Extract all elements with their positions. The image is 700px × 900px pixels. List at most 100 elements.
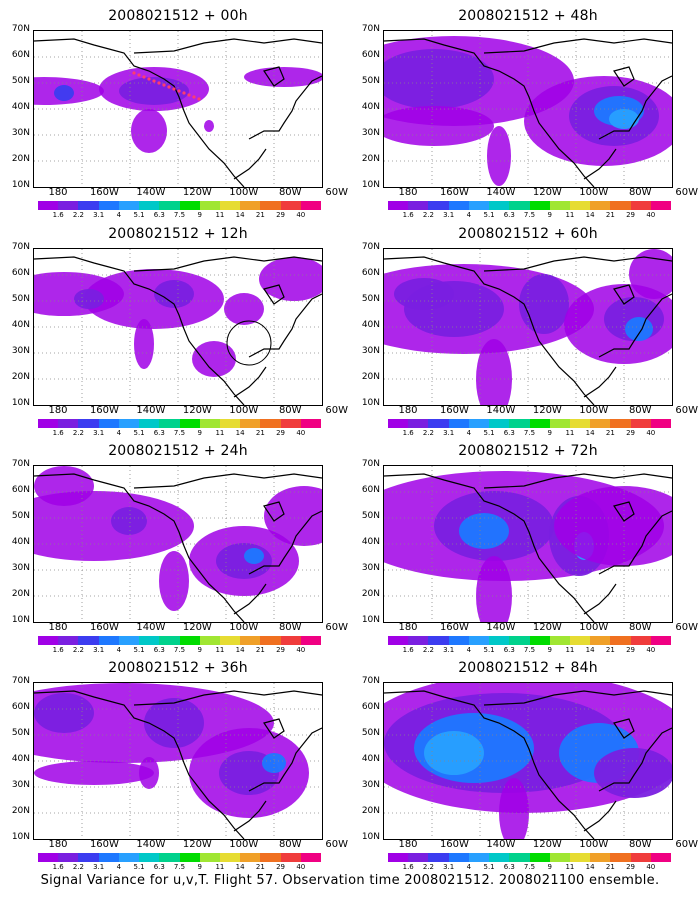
colorbar: [38, 636, 322, 645]
variance-contour: [224, 293, 264, 325]
longitude-label: 120W: [182, 839, 212, 850]
latitude-label: 20N: [361, 372, 380, 382]
colorbar-swatch: [489, 201, 510, 210]
colorbar-label: 11: [215, 211, 225, 219]
colorbar-label: 11: [565, 863, 575, 871]
colorbar-label: 4: [116, 211, 122, 219]
latitude-label: 50N: [361, 511, 380, 521]
longitude-label: 160W: [439, 839, 469, 850]
colorbar-label: 7.5: [173, 429, 186, 437]
longitude-label: 100W: [579, 187, 609, 198]
latitude-label: 40N: [11, 320, 30, 330]
colorbar-swatch: [280, 201, 301, 210]
latitude-label: 70N: [11, 24, 30, 34]
colorbar-label: 21: [255, 211, 265, 219]
colorbar-swatch: [219, 419, 241, 428]
latitude-label: 60N: [11, 702, 30, 712]
variance-contour: [424, 731, 484, 775]
colorbar-label: 3.1: [443, 429, 455, 437]
colorbar-swatch: [408, 419, 429, 428]
colorbar-label: 14: [585, 863, 595, 871]
longitude-label: 100W: [229, 187, 259, 198]
colorbar-swatch: [139, 853, 160, 862]
latitude-label: 50N: [361, 76, 380, 86]
colorbar-label: 21: [605, 429, 615, 437]
latitude-label: 10N: [361, 832, 380, 842]
colorbar: [388, 201, 672, 210]
latitude-label: 30N: [11, 780, 30, 790]
longitude-label: 180: [398, 405, 418, 416]
colorbar-label: 1.6: [402, 429, 414, 437]
colorbar-swatch: [569, 419, 591, 428]
colorbar-label: 4: [466, 211, 472, 219]
coastline: [384, 473, 672, 622]
flight-track-point: [137, 73, 141, 77]
colorbar-label: 9: [197, 429, 202, 437]
colorbar-label: 2.2: [72, 863, 84, 871]
colorbar-swatch: [159, 853, 180, 862]
colorbar-label: 4: [466, 863, 472, 871]
colorbar-label: 5.1: [133, 429, 145, 437]
variance-contour: [499, 778, 529, 839]
colorbar-label: 1.6: [52, 646, 64, 654]
map-canvas: [384, 683, 672, 839]
map-panel: [383, 30, 673, 188]
longitude-label: 120W: [532, 839, 562, 850]
longitude-label: 180: [48, 405, 68, 416]
variance-contour: [34, 693, 94, 733]
latitude-label: 30N: [11, 563, 30, 573]
variance-contour: [519, 274, 569, 334]
colorbar: [388, 636, 672, 645]
colorbar-label: 29: [626, 863, 636, 871]
colorbar-swatch: [260, 853, 281, 862]
variance-contour: [487, 126, 511, 186]
colorbar-label: 11: [215, 646, 225, 654]
panel-title: 2008021512 + 72h: [458, 443, 598, 459]
colorbar-label: 6.3: [503, 211, 515, 219]
latitude-label: 10N: [361, 398, 380, 408]
colorbar-label: 11: [565, 646, 575, 654]
colorbar-swatch: [118, 853, 140, 862]
colorbar-swatch: [78, 636, 99, 645]
colorbar-swatch: [179, 201, 200, 210]
colorbar-swatch: [118, 636, 140, 645]
colorbar-swatch: [58, 853, 79, 862]
latitude-label: 50N: [11, 294, 30, 304]
colorbar-label: 11: [215, 429, 225, 437]
variance-contour: [34, 761, 154, 785]
variance-contour: [459, 513, 509, 549]
longitude-label: 160W: [439, 622, 469, 633]
latitude-label: 70N: [11, 459, 30, 469]
longitude-label: 100W: [229, 622, 259, 633]
variance-contour: [394, 278, 454, 310]
longitude-label: 80W: [628, 187, 652, 198]
colorbar-label: 4: [466, 646, 472, 654]
colorbar-swatch: [509, 853, 530, 862]
colorbar-swatch: [38, 853, 59, 862]
flight-track-point: [167, 85, 171, 89]
colorbar-swatch: [260, 636, 281, 645]
colorbar-label: 29: [276, 646, 286, 654]
longitude-label: 80W: [278, 405, 302, 416]
colorbar-swatch: [300, 419, 322, 428]
colorbar-label: 9: [547, 211, 552, 219]
colorbar-swatch: [388, 853, 409, 862]
longitude-label: 140W: [486, 839, 516, 850]
variance-field: [34, 683, 309, 818]
coastline: [384, 38, 672, 187]
colorbar-label: 21: [605, 646, 615, 654]
longitude-label: 120W: [532, 622, 562, 633]
colorbar-label: 7.5: [173, 863, 186, 871]
colorbar-label: 40: [296, 429, 306, 437]
panel-title: 2008021512 + 12h: [108, 226, 248, 242]
colorbar-label: 4: [116, 646, 122, 654]
colorbar-label: 14: [235, 429, 245, 437]
colorbar-swatch: [408, 853, 429, 862]
colorbar-label: 11: [215, 863, 225, 871]
colorbar-swatch: [38, 201, 59, 210]
colorbar-swatch: [240, 419, 261, 428]
variance-contour: [384, 106, 494, 146]
colorbar-label: 29: [276, 211, 286, 219]
colorbar-swatch: [590, 853, 611, 862]
colorbar-label: 40: [646, 429, 656, 437]
